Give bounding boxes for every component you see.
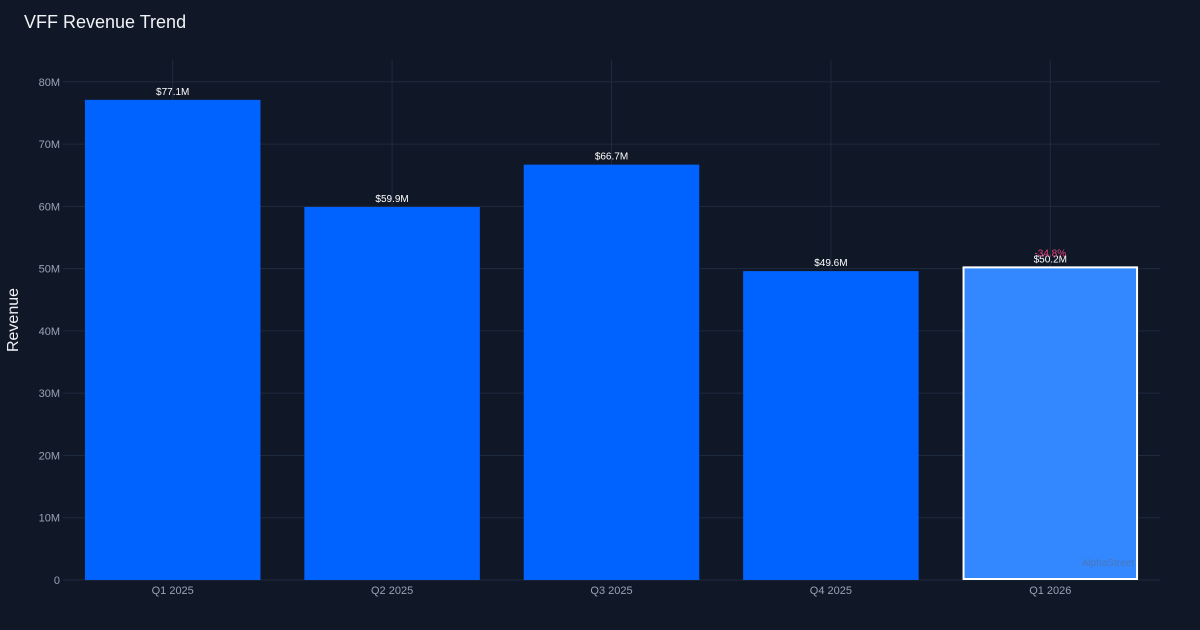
bar-value-label: $59.9M [375, 194, 408, 205]
x-tick-label: Q1 2026 [1029, 585, 1071, 597]
y-tick-label: 30M [39, 388, 60, 400]
bar-value-label: $50.2M [1034, 254, 1067, 265]
bar-value-label: $49.6M [814, 258, 847, 269]
y-tick-label: 60M [39, 201, 60, 213]
bar-q1-2026[interactable] [962, 266, 1139, 580]
y-tick-label: 0 [54, 575, 60, 587]
x-tick-label: Q2 2025 [371, 585, 413, 597]
x-tick-label: Q1 2025 [152, 585, 194, 597]
bar-q4-2025[interactable] [743, 271, 919, 580]
y-tick-label: 50M [39, 264, 60, 276]
watermark: AlphaStreet [1082, 558, 1134, 569]
y-axis-title: Revenue [5, 288, 22, 352]
y-tick-label: 80M [39, 77, 60, 89]
y-tick-label: 10M [39, 513, 60, 525]
bar-q3-2025[interactable] [523, 164, 700, 581]
x-tick-label: Q4 2025 [810, 585, 852, 597]
y-tick-label: 70M [39, 139, 60, 151]
change-percent-label: -34.8% [1034, 248, 1066, 259]
bar-value-label: $66.7M [595, 152, 628, 163]
x-tick-label: Q3 2025 [590, 585, 632, 597]
y-tick-label: 20M [39, 450, 60, 462]
chart-title: VFF Revenue Trend [24, 12, 187, 32]
bar-q1-2025[interactable] [84, 99, 261, 580]
bar-q2-2025[interactable] [304, 206, 480, 580]
y-tick-label: 40M [39, 326, 60, 338]
bar-value-label: $77.1M [156, 87, 189, 98]
labels-layer: 0 10M 20M 30M 40M 50M 60M 70M 80M $77.1M Q1 2025 $5… [39, 77, 1072, 597]
bars-layer [84, 99, 1139, 581]
